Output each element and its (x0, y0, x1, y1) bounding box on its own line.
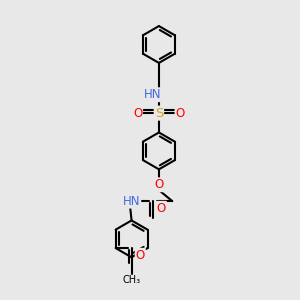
Text: O: O (133, 106, 142, 120)
Text: HN: HN (144, 88, 161, 101)
Text: CH₃: CH₃ (123, 275, 141, 285)
Text: O: O (176, 106, 185, 120)
Text: HN: HN (123, 195, 140, 208)
Text: S: S (155, 106, 163, 120)
Text: O: O (157, 202, 166, 215)
Text: O: O (154, 178, 164, 191)
Text: O: O (136, 249, 145, 262)
